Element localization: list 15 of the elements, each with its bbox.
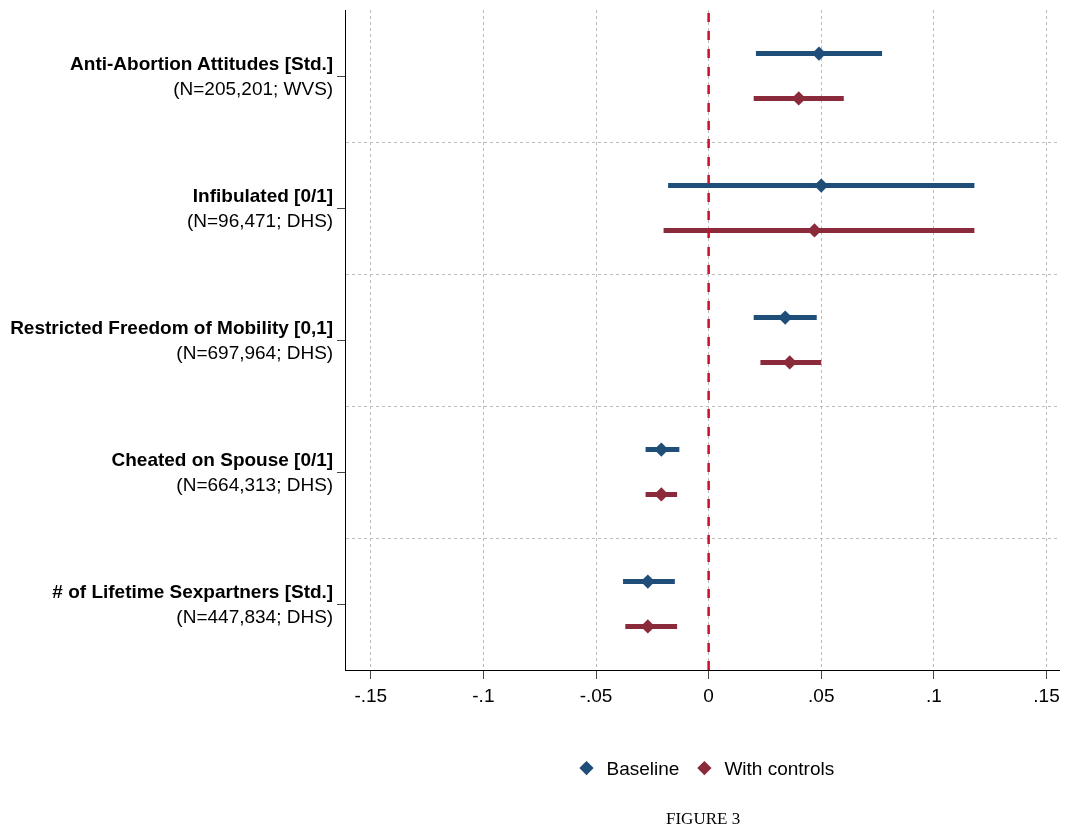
x-tick-label: .05 <box>808 684 835 706</box>
x-tick-label: .1 <box>925 684 942 706</box>
legend-label: With controls <box>724 758 835 780</box>
legend-label: Baseline <box>606 758 680 780</box>
y-tick-label: Infibulated [0/1] (N=96,471; DHS) <box>186 185 334 231</box>
x-tick-label: -.05 <box>579 684 613 706</box>
x-tick-label: .15 <box>1033 684 1060 706</box>
y-tick-label: Restricted Freedom of Mobility [0,1] (N=697,964; DHS) <box>10 317 334 363</box>
x-tick-label: -.1 <box>472 684 495 706</box>
y-tick-label: Anti-Abortion Attitudes [Std.] (N=205,201; WVS) <box>70 53 334 99</box>
y-tick-label: Cheated on Spouse [0/1] (N=664,313; DHS) <box>111 449 334 495</box>
x-tick-label: -.15 <box>354 684 388 706</box>
x-tick-label: 0 <box>703 684 714 706</box>
caption: FIGURE 3 <box>666 809 741 828</box>
y-tick-label: # of Lifetime Sexpartners [Std.] (N=447,834; DHS) <box>52 581 334 627</box>
